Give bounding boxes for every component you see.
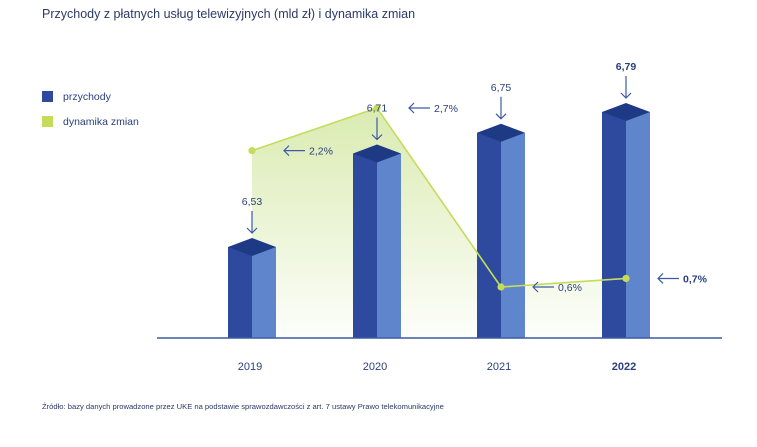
pct-arrow-2021 xyxy=(532,281,554,293)
pct-label-2022: 0,7% xyxy=(683,273,708,285)
bar-2019 xyxy=(228,238,276,338)
legend: przychody dynamika zmian xyxy=(42,84,139,134)
pct-label-2020: 2,7% xyxy=(434,103,458,115)
legend-label-przychody: przychody xyxy=(63,90,111,103)
dynamika-point-2020 xyxy=(373,104,381,112)
value-label-2019: 6,53 xyxy=(242,196,263,208)
bar-2021 xyxy=(477,123,525,338)
pct-arrow-2019 xyxy=(283,145,305,157)
value-arrow-2022 xyxy=(620,76,632,99)
dynamika-line xyxy=(251,107,627,288)
value-arrow-2019 xyxy=(246,211,258,234)
value-label-2020: 6,71 xyxy=(367,103,388,115)
value-label-2022: 6,79 xyxy=(616,61,637,73)
value-arrow-2021 xyxy=(495,96,507,120)
value-arrow-2020 xyxy=(371,117,383,141)
dynamika-area xyxy=(252,108,626,338)
value-label-2021: 6,75 xyxy=(491,82,512,94)
pct-label-2021: 0,6% xyxy=(558,282,582,294)
legend-swatch-przychody xyxy=(42,91,53,102)
dynamika-point-2022 xyxy=(622,274,630,283)
legend-swatch-dynamika xyxy=(42,116,53,127)
x-tick-2022: 2022 xyxy=(612,361,636,373)
legend-item-przychody: przychody xyxy=(42,84,139,109)
bar-2022 xyxy=(602,103,650,338)
x-tick-2020: 2020 xyxy=(363,361,387,373)
x-tick-2019: 2019 xyxy=(238,361,262,373)
source-note: Źródło: bazy danych prowadzone przez UKE… xyxy=(42,402,444,411)
bar-2020 xyxy=(353,144,401,338)
dynamika-point-2019 xyxy=(248,147,256,155)
legend-label-dynamika: dynamika zmian xyxy=(63,115,139,128)
pct-label-2019: 2,2% xyxy=(309,146,333,158)
x-tick-2021: 2021 xyxy=(487,361,511,373)
pct-arrow-2020 xyxy=(408,102,430,114)
pct-arrow-2022 xyxy=(657,273,679,284)
dynamika-point-2021 xyxy=(497,283,505,291)
chart-title: Przychody z płatnych usług telewizyjnych… xyxy=(42,7,416,21)
legend-item-dynamika: dynamika zmian xyxy=(42,109,139,134)
